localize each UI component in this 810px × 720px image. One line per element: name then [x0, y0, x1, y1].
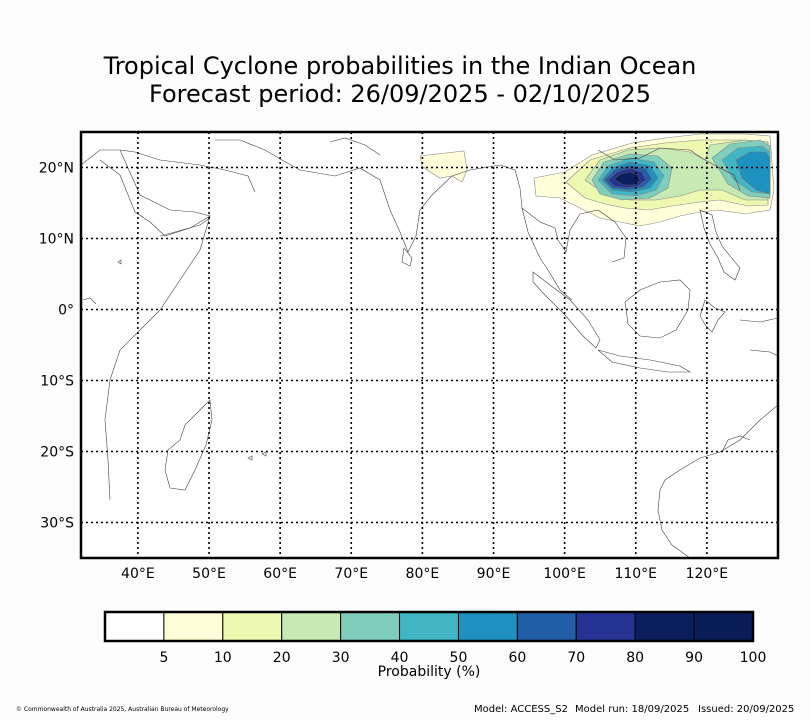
- lat-tick-label: 30°S: [40, 516, 74, 532]
- model-run-text: Model run: 18/09/2025: [575, 704, 690, 715]
- colorbar-tick-label: 20: [272, 650, 291, 666]
- colorbar-tick-label: 70: [567, 650, 586, 666]
- lon-tick-label: 100°E: [543, 566, 586, 582]
- lat-tick-label: 0°: [58, 303, 74, 319]
- lon-tick-label: 90°E: [477, 566, 511, 582]
- colorbar-swatch: [399, 611, 459, 642]
- lon-tick-label: 40°E: [121, 566, 155, 582]
- lon-tick-label: 70°E: [334, 566, 368, 582]
- lat-tick-labels: 20°N 10°N 0° 10°S 20°S 30°S: [39, 161, 74, 532]
- colorbar-tick-label: 100: [739, 650, 767, 666]
- map-frame: [79, 130, 780, 560]
- colorbar-swatch: [163, 611, 224, 642]
- colorbar-swatch: [575, 611, 636, 642]
- lon-tick-label: 50°E: [192, 566, 226, 582]
- colorbar-tick-label: 10: [213, 650, 232, 666]
- coastlines: [81, 137, 778, 558]
- map-content: [81, 133, 778, 558]
- colorbar-swatch: [516, 611, 577, 642]
- colorbar-swatch: [340, 611, 401, 642]
- graticule: [81, 132, 778, 558]
- lat-tick-label: 10°S: [40, 374, 74, 390]
- colorbar-swatch: [634, 611, 695, 642]
- issued-text: Issued: 20/09/2025: [698, 704, 795, 715]
- colorbar-swatch: [222, 611, 283, 642]
- title-line-2: Forecast period: 26/09/2025 - 02/10/2025: [149, 80, 651, 108]
- colorbar-frame: [103, 610, 755, 643]
- colorbar-tick-label: 50: [449, 650, 468, 666]
- lon-tick-label: 60°E: [263, 566, 297, 582]
- colorbar-tick-label: 5: [159, 650, 169, 666]
- title-line-1: Tropical Cyclone probabilities in the In…: [103, 52, 697, 80]
- lon-tick-label: 110°E: [614, 566, 657, 582]
- model-text: Model: ACCESS_S2: [474, 704, 568, 715]
- colorbar-tick-label: 30: [331, 650, 350, 666]
- colorbar-tick-label: 80: [626, 650, 645, 666]
- lat-tick-label: 20°N: [39, 161, 74, 177]
- lat-tick-label: 10°N: [39, 232, 74, 248]
- colorbar-swatch: [457, 611, 518, 642]
- lon-tick-label: 80°E: [406, 566, 440, 582]
- colorbar-tick-label: 90: [685, 650, 703, 666]
- prob-region-80: [613, 171, 641, 186]
- lon-tick-labels: 40°E 50°E 60°E 70°E 80°E 90°E 100°E 110°E 120°E: [121, 566, 728, 582]
- lon-tick-label: 120°E: [686, 566, 729, 582]
- colorbar-swatch: [693, 611, 754, 642]
- colorbar-title: Probability (%): [377, 664, 481, 680]
- colorbar: [104, 611, 754, 642]
- copyright-text: © Commonwealth of Australia 2025, Austra…: [16, 706, 229, 713]
- colorbar-swatch: [281, 611, 342, 642]
- colorbar-tick-label: 60: [508, 650, 527, 666]
- colorbar-swatch: [104, 611, 165, 642]
- lat-tick-label: 20°S: [40, 445, 74, 461]
- colorbar-tick-label: 40: [390, 650, 409, 666]
